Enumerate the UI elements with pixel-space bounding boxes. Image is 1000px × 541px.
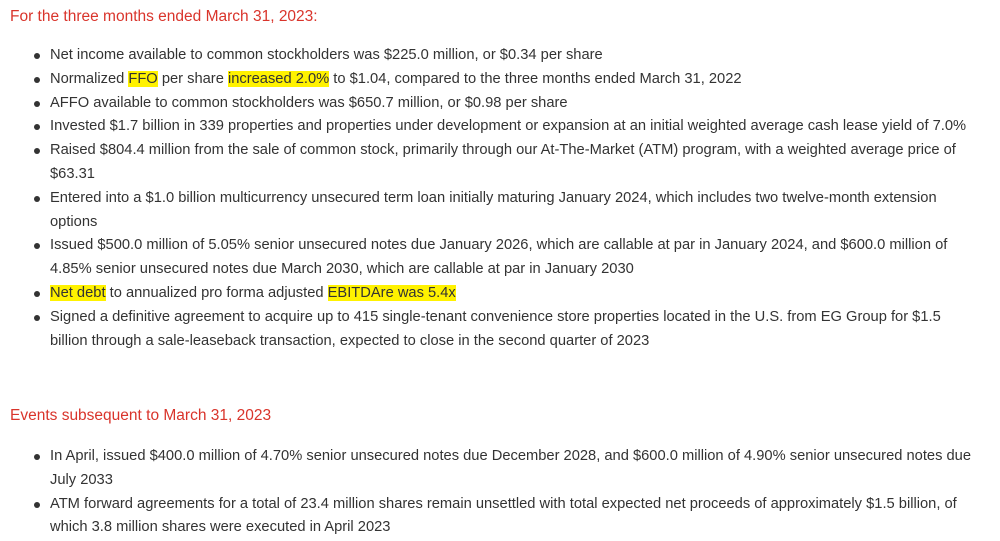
bullet-icon [34, 76, 40, 83]
item-text: ATM forward agreements for a total of 23… [50, 495, 957, 536]
list-item-notes-issued: Issued $500.0 million of 5.05% senior un… [0, 234, 975, 282]
list-item-raised: Raised $804.4 million from the sale of c… [0, 139, 975, 187]
item-text-part: to annualized pro forma adjusted [105, 284, 328, 301]
item-text: Raised $804.4 million from the sale of c… [50, 142, 956, 182]
item-text-part: Normalized [50, 70, 129, 87]
bullet-icon [34, 243, 40, 250]
list-item-net-debt: Net debt to annualized pro forma adjuste… [0, 282, 975, 306]
highlighted-text: FFO [128, 70, 158, 87]
bullet-icon [34, 195, 40, 202]
section-heading-three-months: For the three months ended March 31, 202… [10, 8, 318, 25]
list-item-net-income: Net income available to common stockhold… [0, 44, 975, 68]
item-text: Signed a definitive agreement to acquire… [50, 308, 941, 349]
bullet-icon [34, 124, 40, 131]
bullet-icon [34, 100, 40, 107]
list-item-affo: AFFO available to common stockholders wa… [0, 92, 975, 116]
highlights-list: Net income available to common stockhold… [0, 44, 975, 353]
item-text: In April, issued $400.0 million of 4.70%… [50, 448, 972, 488]
highlighted-text: EBITDAre was 5.4x [327, 284, 456, 301]
list-item-eg-group: Signed a definitive agreement to acquire… [0, 306, 975, 354]
item-text: Issued $500.0 million of 5.05% senior un… [50, 237, 948, 278]
list-item-atm-forward: ATM forward agreements for a total of 23… [0, 493, 975, 541]
highlighted-text: increased 2.0% [227, 70, 330, 87]
section-heading-subsequent-events: Events subsequent to March 31, 2023 [10, 407, 272, 424]
bullet-icon [34, 290, 40, 297]
item-text: Invested $1.7 billion in 339 properties … [50, 118, 967, 135]
highlighted-text: Net debt [50, 284, 106, 301]
list-item-april-notes: In April, issued $400.0 million of 4.70%… [0, 445, 975, 493]
bullet-icon [34, 53, 40, 59]
list-item-normalized-ffo: Normalized FFO per share increased 2.0% … [0, 68, 975, 92]
item-text: AFFO available to common stockholders wa… [50, 94, 568, 111]
bullet-icon [34, 314, 40, 321]
item-text: Net income available to common stockhold… [50, 47, 603, 63]
list-item-invested: Invested $1.7 billion in 339 properties … [0, 115, 975, 139]
subsequent-events-list: In April, issued $400.0 million of 4.70%… [0, 445, 975, 540]
bullet-icon [34, 148, 40, 155]
item-text: Entered into a $1.0 billion multicurrenc… [50, 189, 937, 230]
bullet-icon [34, 501, 40, 508]
bullet-icon [34, 454, 40, 460]
item-text-part: to $1.04, compared to the three months e… [329, 70, 742, 87]
item-text-part: per share [157, 70, 228, 87]
list-item-term-loan: Entered into a $1.0 billion multicurrenc… [0, 187, 975, 235]
